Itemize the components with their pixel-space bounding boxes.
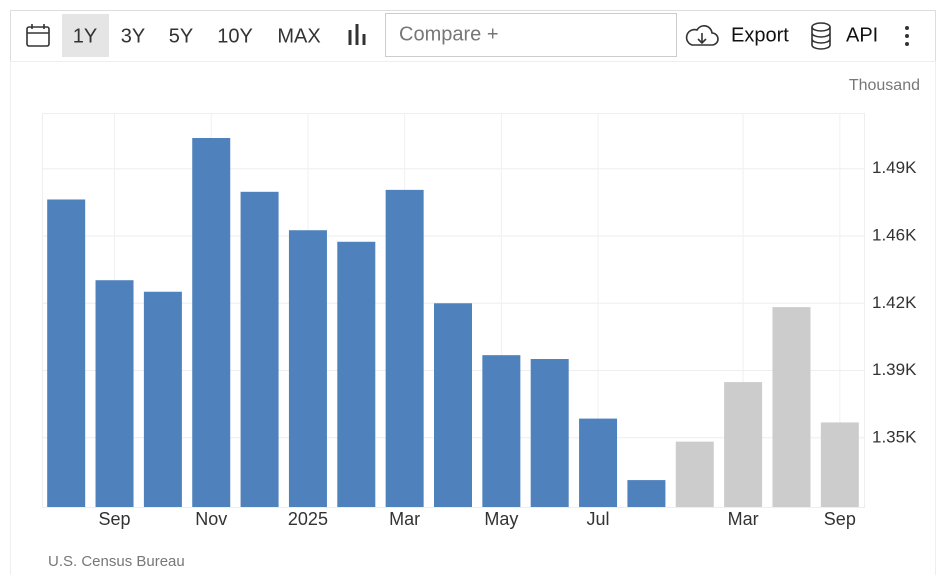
bar <box>820 422 859 507</box>
active-range-bg <box>62 14 109 57</box>
bar <box>772 307 811 507</box>
api-button[interactable]: API <box>846 24 878 46</box>
bar <box>627 480 666 507</box>
x-tick-label: Mar <box>728 509 759 529</box>
x-tick-label: Nov <box>195 509 227 529</box>
range-button[interactable]: 5Y <box>169 25 193 47</box>
x-tick-label: Sep <box>99 509 131 529</box>
bar <box>385 189 424 507</box>
bar <box>288 230 327 508</box>
y-tick-label: 1.35K <box>872 427 917 446</box>
export-icon[interactable] <box>685 25 719 46</box>
x-tick-label: Mar <box>389 509 420 529</box>
x-tick-label: 2025 <box>288 509 328 529</box>
bar <box>337 241 376 507</box>
bar <box>579 418 618 507</box>
api-icon[interactable] <box>811 22 831 50</box>
bar <box>434 303 472 507</box>
range-button[interactable]: 10Y <box>217 25 253 47</box>
calendar-icon[interactable] <box>26 24 50 47</box>
range-button[interactable]: 1Y <box>73 25 97 47</box>
x-tick-label: May <box>484 509 518 529</box>
bar <box>143 291 182 507</box>
chart-frame <box>10 61 936 580</box>
bar <box>192 137 231 508</box>
x-tick-label: Sep <box>824 509 856 529</box>
y-tick-label: 1.46K <box>872 225 917 244</box>
bar <box>530 359 569 507</box>
y-tick-label: 1.42K <box>872 293 917 312</box>
range-button[interactable]: MAX <box>277 25 320 47</box>
chart-type-icon[interactable] <box>348 24 366 45</box>
unit-label: Thousand <box>849 77 920 94</box>
export-button[interactable]: Export <box>731 24 789 46</box>
y-tick-label: 1.39K <box>872 360 917 379</box>
x-tick-label: Jul <box>587 509 610 529</box>
bar <box>47 199 86 508</box>
bar <box>240 191 279 508</box>
compare-input[interactable] <box>385 13 677 57</box>
bar <box>724 382 763 507</box>
range-button[interactable]: 3Y <box>121 25 145 47</box>
bar <box>675 441 714 507</box>
plot-area <box>42 113 865 508</box>
source: U.S. Census Bureau <box>48 553 185 570</box>
bar <box>95 280 134 507</box>
bar <box>482 355 521 507</box>
more-menu[interactable] <box>905 26 909 46</box>
compare-placeholder[interactable]: Compare + <box>399 23 499 45</box>
y-tick-label: 1.49K <box>872 158 917 177</box>
